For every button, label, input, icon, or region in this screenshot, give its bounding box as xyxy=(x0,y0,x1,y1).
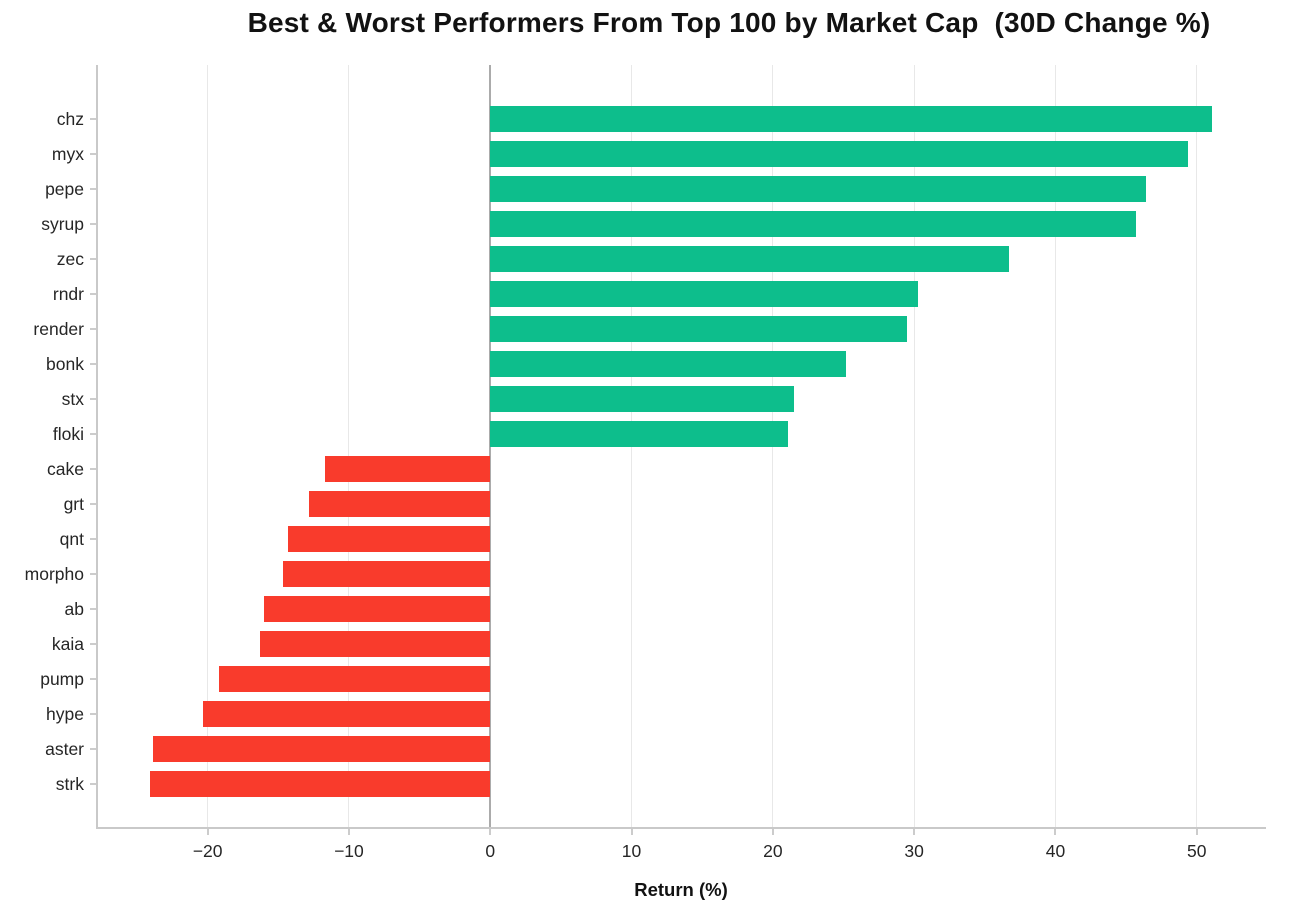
bar-morpho xyxy=(282,560,491,587)
x-tick-mark xyxy=(206,829,209,835)
y-tick-label: floki xyxy=(52,423,84,444)
bar-aster xyxy=(152,735,491,762)
chart-title: Best & Worst Performers From Top 100 by … xyxy=(247,7,1211,38)
bar-pepe xyxy=(490,175,1146,202)
y-axis-spine xyxy=(96,65,98,829)
bar-cake xyxy=(324,455,491,482)
y-tick-label: hype xyxy=(46,703,84,724)
bar-rndr xyxy=(490,280,919,307)
bar-syrup xyxy=(490,210,1136,237)
y-tick-mark xyxy=(90,537,96,540)
x-tick-label: 0 xyxy=(485,841,496,861)
y-tick-mark xyxy=(90,467,96,470)
y-tick-mark xyxy=(90,747,96,750)
x-axis-spine xyxy=(96,827,1266,829)
bar-floki xyxy=(490,420,789,447)
gridline xyxy=(631,65,633,829)
y-tick-mark xyxy=(90,222,96,225)
y-tick-mark xyxy=(90,782,96,785)
bar-grt xyxy=(309,490,491,517)
plot-area xyxy=(96,65,1266,829)
y-tick-mark xyxy=(90,607,96,610)
gridline xyxy=(348,65,350,829)
gridline xyxy=(772,65,774,829)
x-tick-label: 40 xyxy=(1045,841,1066,861)
x-tick-label: 50 xyxy=(1187,841,1207,861)
y-tick-label: ab xyxy=(64,598,84,619)
gridline xyxy=(913,65,915,829)
y-tick-label: render xyxy=(33,318,84,339)
x-tick-label: 20 xyxy=(763,841,783,861)
y-tick-label: morpho xyxy=(24,563,84,584)
x-tick-label: 30 xyxy=(904,841,924,861)
y-tick-mark xyxy=(90,362,96,365)
y-tick-mark xyxy=(90,712,96,715)
y-tick-mark xyxy=(90,572,96,575)
y-tick-mark xyxy=(90,187,96,190)
y-tick-label: stx xyxy=(61,388,84,409)
x-tick-label: −10 xyxy=(334,841,364,861)
y-tick-label: zec xyxy=(56,248,84,269)
y-tick-label: syrup xyxy=(41,213,84,234)
y-tick-label: aster xyxy=(45,738,84,759)
bar-chz xyxy=(490,105,1213,132)
x-tick-label: 10 xyxy=(621,841,642,861)
bar-ab xyxy=(264,595,491,622)
x-tick-mark xyxy=(1054,829,1057,835)
gridline xyxy=(1054,65,1056,829)
y-tick-label: pump xyxy=(40,668,84,689)
y-tick-label: qnt xyxy=(59,528,84,549)
bar-strk xyxy=(149,770,491,797)
y-tick-label: bonk xyxy=(46,353,84,374)
bar-kaia xyxy=(259,630,491,657)
y-tick-label: strk xyxy=(55,773,84,794)
y-tick-mark xyxy=(90,257,96,260)
bar-hype xyxy=(203,700,491,727)
bar-bonk xyxy=(490,350,847,377)
y-tick-label: cake xyxy=(47,458,84,479)
y-tick-mark xyxy=(90,397,96,400)
x-tick-mark xyxy=(771,829,774,835)
x-tick-mark xyxy=(1195,829,1198,835)
x-tick-mark xyxy=(630,829,633,835)
bar-zec xyxy=(490,245,1009,272)
y-tick-mark xyxy=(90,642,96,645)
y-tick-label: pepe xyxy=(45,178,84,199)
y-tick-label: chz xyxy=(56,108,84,129)
x-tick-mark xyxy=(489,829,492,835)
x-tick-mark xyxy=(913,829,916,835)
y-tick-mark xyxy=(90,327,96,330)
y-tick-mark xyxy=(90,677,96,680)
bar-pump xyxy=(218,665,491,692)
y-tick-label: grt xyxy=(63,493,84,514)
y-tick-mark xyxy=(90,152,96,155)
y-tick-label: rndr xyxy=(52,283,84,304)
y-tick-label: myx xyxy=(51,143,84,164)
y-tick-mark xyxy=(90,432,96,435)
y-tick-mark xyxy=(90,117,96,120)
bar-stx xyxy=(490,385,795,412)
y-tick-label: kaia xyxy=(51,633,84,654)
bar-myx xyxy=(490,140,1189,167)
x-tick-label: −20 xyxy=(192,841,223,861)
x-axis-label: Return (%) xyxy=(634,879,728,900)
x-tick-mark xyxy=(347,829,350,835)
zero-line xyxy=(489,65,492,829)
bar-render xyxy=(490,315,908,342)
y-tick-mark xyxy=(90,292,96,295)
gridline xyxy=(207,65,209,829)
bar-qnt xyxy=(288,525,491,552)
y-tick-mark xyxy=(90,502,96,505)
gridline xyxy=(1196,65,1198,829)
